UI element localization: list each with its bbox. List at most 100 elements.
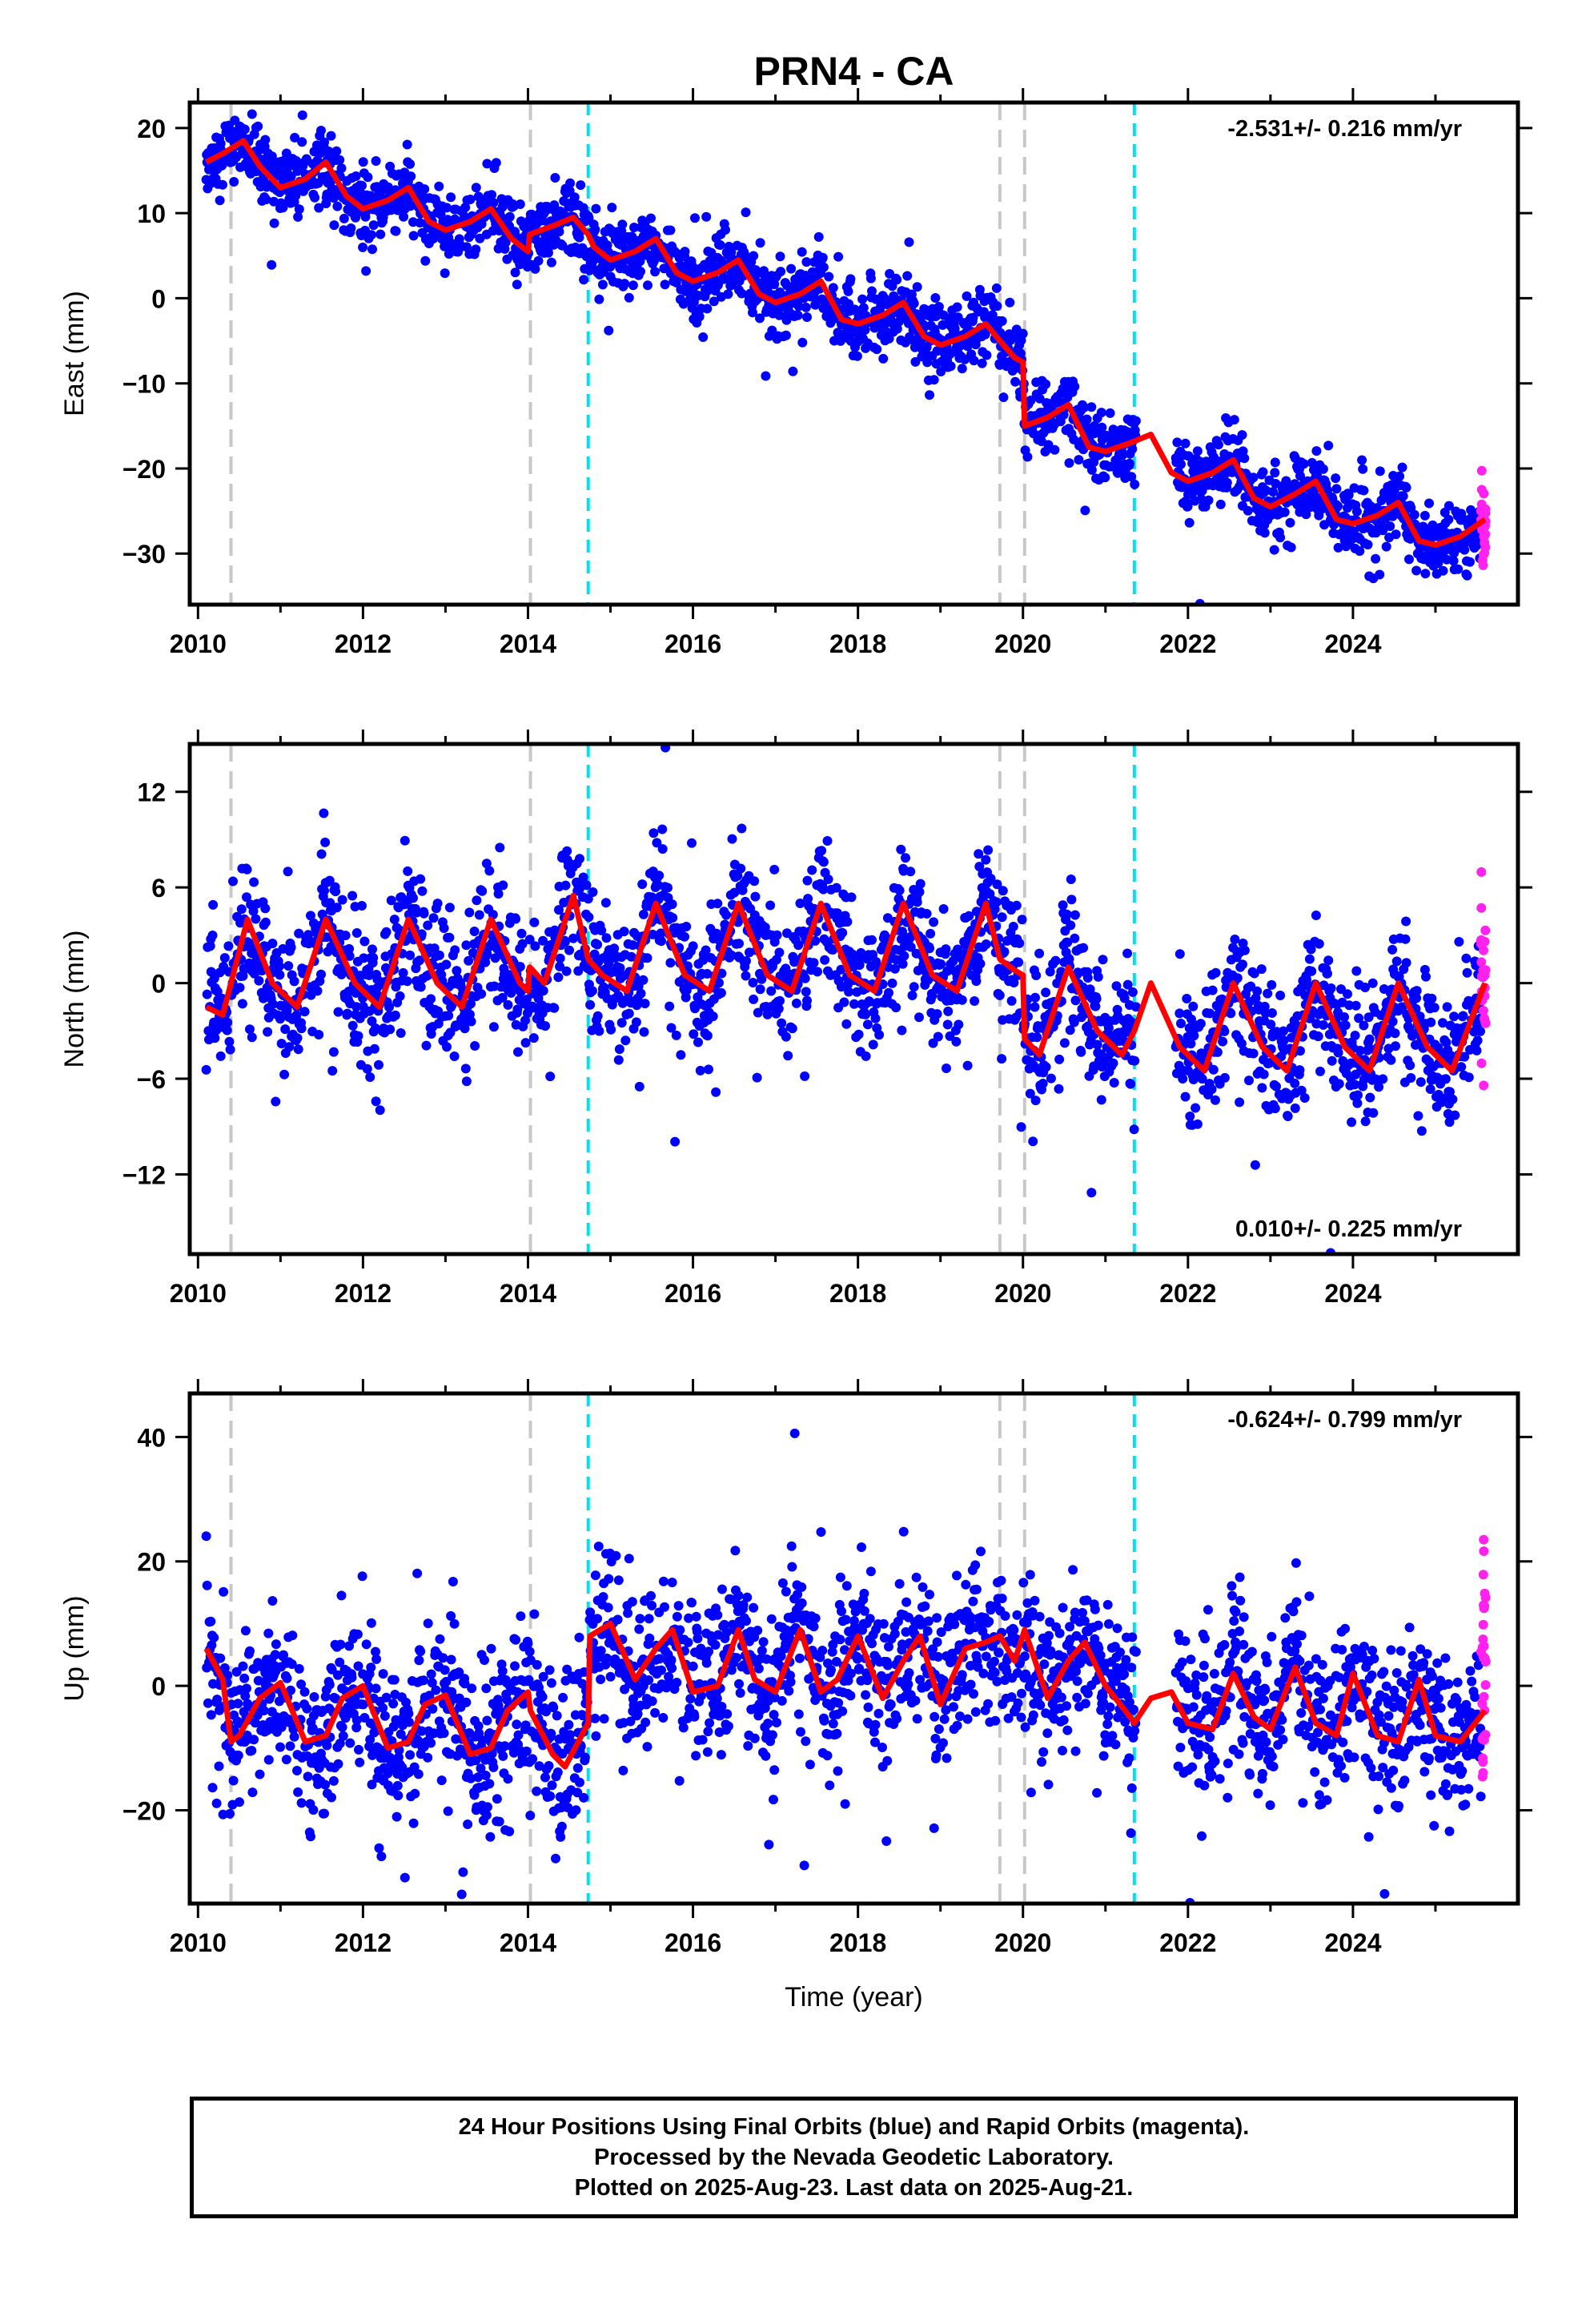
east-point — [1363, 540, 1373, 550]
east-point — [591, 203, 601, 214]
north-point — [1323, 955, 1334, 966]
east-point — [533, 255, 544, 266]
east-point — [336, 163, 347, 174]
north-point — [748, 978, 758, 987]
east-point — [420, 255, 431, 266]
east-point — [371, 156, 381, 166]
east-point — [636, 267, 645, 276]
north-x-tick-label: 2024 — [1324, 1279, 1381, 1308]
east-point — [565, 178, 576, 188]
north-point — [1283, 1112, 1293, 1121]
north-point — [403, 866, 413, 876]
north-point — [223, 941, 234, 951]
east-point — [297, 110, 307, 120]
up-point — [391, 1811, 402, 1822]
north-point — [549, 1003, 560, 1013]
north-point — [284, 1042, 295, 1052]
east-point — [1295, 471, 1305, 481]
east-point — [802, 312, 812, 322]
north-point — [1323, 968, 1332, 979]
east-point — [579, 275, 589, 285]
north-point — [831, 883, 841, 893]
north-point — [516, 928, 527, 939]
north-rapid-point — [1476, 939, 1486, 949]
east-point — [319, 137, 329, 147]
east-point — [1343, 490, 1354, 501]
east-point — [1100, 472, 1110, 483]
north-point — [1365, 1092, 1375, 1103]
north-point — [337, 895, 347, 905]
north-point — [1279, 1026, 1288, 1036]
east-x-tick-label: 2014 — [500, 629, 556, 658]
north-point — [1339, 1012, 1349, 1022]
east-point — [987, 310, 998, 320]
up-point — [378, 1703, 388, 1713]
east-point — [801, 257, 812, 267]
north-point — [405, 950, 416, 960]
east-point — [361, 266, 371, 276]
north-point — [1014, 938, 1025, 948]
north-point — [636, 988, 646, 999]
up-point — [388, 1699, 399, 1709]
up-point — [240, 1626, 251, 1636]
north-point — [772, 955, 781, 965]
north-point — [714, 978, 724, 988]
east-point — [402, 139, 412, 150]
north-point — [228, 876, 238, 887]
east-point — [833, 251, 844, 262]
north-point — [293, 1044, 303, 1055]
north-point — [511, 914, 521, 924]
north-point — [362, 1063, 372, 1074]
up-point — [206, 1616, 216, 1626]
north-point — [957, 995, 967, 1005]
east-point — [267, 151, 277, 162]
north-point — [802, 995, 812, 1006]
east-point — [1130, 479, 1140, 489]
north-point — [461, 940, 472, 951]
north-point — [469, 927, 480, 936]
north-point — [964, 911, 974, 921]
north-point — [765, 900, 776, 911]
east-point — [1258, 467, 1268, 477]
north-point — [638, 909, 648, 919]
east-point — [1355, 546, 1365, 557]
north-point — [497, 992, 508, 1003]
north-point — [381, 927, 391, 937]
up-point — [214, 1761, 224, 1771]
up-point — [331, 1694, 341, 1703]
north-point — [1391, 1041, 1400, 1051]
north-point — [615, 963, 625, 973]
up-plot-area — [201, 1393, 1491, 1904]
north-point — [1050, 955, 1061, 966]
east-point — [1105, 408, 1115, 418]
up-point — [347, 1672, 357, 1683]
east-point — [702, 304, 713, 314]
north-point — [729, 887, 740, 898]
east-point — [357, 180, 367, 191]
up-point — [240, 1691, 251, 1701]
east-point — [351, 171, 361, 181]
east-point — [660, 279, 670, 290]
north-point — [1411, 986, 1422, 996]
north-point — [951, 1036, 962, 1047]
north-rapid-point — [1476, 957, 1487, 967]
north-point — [1405, 1060, 1415, 1071]
east-point — [1182, 501, 1193, 512]
up-point — [328, 1775, 339, 1786]
north-point — [205, 941, 215, 951]
north-point — [247, 1032, 257, 1043]
east-point — [314, 203, 324, 213]
north-point — [874, 1030, 885, 1040]
north-point — [1238, 959, 1247, 970]
east-point — [1286, 542, 1296, 553]
up-point — [327, 1792, 336, 1803]
up-point — [294, 1663, 304, 1674]
north-point — [634, 1081, 644, 1092]
north-point — [283, 866, 293, 877]
north-point — [1371, 1074, 1381, 1084]
north-point — [1250, 1160, 1260, 1170]
up-point — [293, 1787, 303, 1797]
up-point — [336, 1590, 347, 1601]
north-point — [416, 929, 427, 939]
north-point — [676, 1050, 686, 1060]
